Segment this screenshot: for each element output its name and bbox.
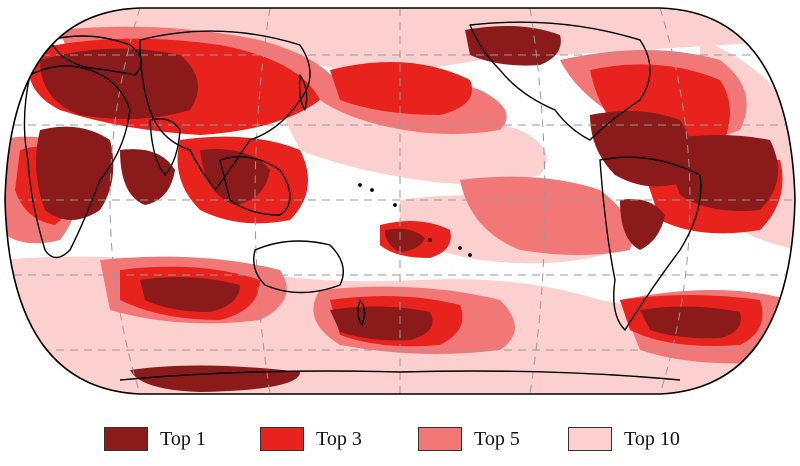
graticule <box>5 8 795 394</box>
coast-africa <box>23 65 131 259</box>
coast-antarctica <box>119 370 681 381</box>
coastlines <box>23 21 702 381</box>
coast-india <box>149 118 181 176</box>
map-frame <box>4 7 796 395</box>
coast-nz <box>357 299 366 326</box>
legend-item-top5: Top 5 <box>418 426 520 452</box>
legend: Top 1 Top 3 Top 5 Top 10 <box>0 420 800 456</box>
layer-top1 <box>36 26 778 392</box>
world-map <box>4 7 796 395</box>
legend-label-top3: Top 3 <box>316 427 362 450</box>
legend-swatch-top3 <box>260 427 304 451</box>
coast-japan <box>298 74 308 111</box>
legend-swatch-top5 <box>418 427 462 451</box>
legend-item-top1: Top 1 <box>104 426 206 452</box>
legend-swatch-top10 <box>568 427 612 451</box>
heat-layers <box>5 8 795 394</box>
coast-south-america <box>599 156 702 331</box>
legend-label-top10: Top 10 <box>624 427 680 450</box>
legend-swatch-top1 <box>104 427 148 451</box>
coast-north-america <box>469 21 651 141</box>
legend-item-top3: Top 3 <box>260 426 362 452</box>
legend-label-top5: Top 5 <box>474 427 520 450</box>
coast-asia <box>139 30 311 191</box>
coast-se-asia <box>219 155 291 216</box>
legend-label-top1: Top 1 <box>160 427 206 450</box>
coast-europe <box>49 35 143 76</box>
legend-item-top10: Top 10 <box>568 426 680 452</box>
coast-australia <box>253 240 344 294</box>
